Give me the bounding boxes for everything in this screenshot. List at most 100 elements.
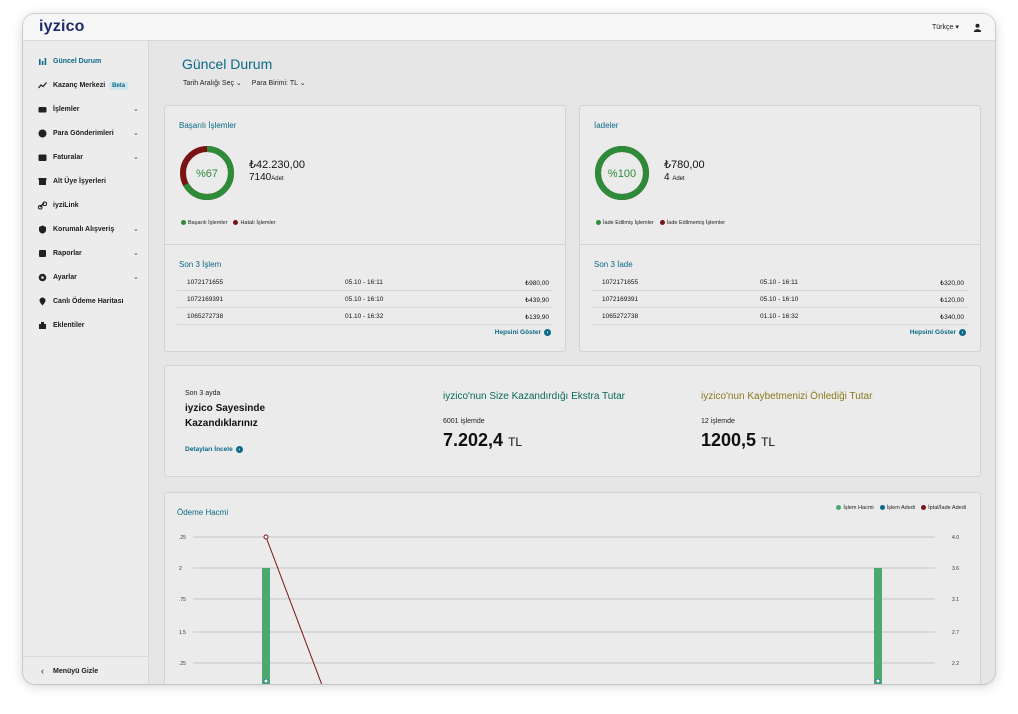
success-donut: %67 <box>180 146 234 200</box>
chevron-down-icon: ⌄ <box>133 250 139 257</box>
filters-row: Tarih Aralığı Seç ⌄ Para Birimi: TL ⌄ <box>183 79 306 87</box>
table-row[interactable]: 1065272738 01.10 - 16:32 ₺139,90 <box>177 308 553 325</box>
refund-date: 01.10 - 16:32 <box>760 313 799 320</box>
legend-item[interactable]: İptal/İade Adedi <box>921 505 966 511</box>
y-right-tick-label: 2.2 <box>952 661 959 667</box>
sidebar-item-label: Güncel Durum <box>53 57 102 65</box>
show-all-label: Hepsini Göster <box>494 329 541 336</box>
hide-menu-button[interactable]: ‹ Menüyü Gizle <box>23 662 149 680</box>
legend-item[interactable]: İşlem Hacmi <box>836 505 874 511</box>
refund-point <box>263 534 269 540</box>
arrow-right-icon: › <box>959 329 966 336</box>
success-card: Başarılı İşlemler %67 ₺42.230,00 7140Ade… <box>164 105 566 352</box>
transaction-date: 05.10 - 16:10 <box>345 296 384 303</box>
shield-icon <box>38 225 47 234</box>
savings-headline-line1: iyzico Sayesinde <box>185 403 266 414</box>
sidebar-item-label: Kazanç Merkezi <box>53 81 106 89</box>
chevron-left-icon: ‹ <box>41 666 44 676</box>
transaction-date: 01.10 - 16:32 <box>345 313 384 320</box>
sidebar-item-iyzilink[interactable]: iyziLink <box>23 196 149 214</box>
refund-row-amount: ₺340,00 <box>939 314 964 321</box>
sidebar-item-korumali-alisveris[interactable]: Korumalı Alışveriş ⌄ <box>23 220 149 238</box>
savings-details-link[interactable]: Detayları İncele › <box>185 446 243 453</box>
top-bar: iyzico Türkçe ▾ <box>23 14 995 41</box>
transaction-date: 05.10 - 16:11 <box>345 279 383 286</box>
legend-dot-icon <box>181 220 186 226</box>
map-pin-icon <box>38 297 47 306</box>
sidebar-item-ayarlar[interactable]: Ayarlar ⌄ <box>23 268 149 286</box>
refund-id: 1072169391 <box>602 296 639 303</box>
legend-label: İade Edilmemiş İşlemler <box>666 220 726 226</box>
legend-item: Hatalı İşlemler <box>233 220 276 226</box>
sidebar-item-para-gonderimleri[interactable]: Para Gönderimleri ⌄ <box>23 124 149 142</box>
sidebar-item-label: Korumalı Alışveriş <box>53 225 115 233</box>
chevron-down-icon: ⌄ <box>235 80 242 87</box>
legend-label: İşlem Hacmi <box>843 505 874 511</box>
legend-dot-icon <box>921 505 927 511</box>
chevron-down-icon: ⌄ <box>299 80 306 87</box>
sidebar-item-label: Ayarlar <box>53 273 77 281</box>
sidebar-item-islemler[interactable]: İşlemler ⌄ <box>23 100 149 118</box>
currency-select[interactable]: Para Birimi: TL ⌄ <box>252 79 306 87</box>
prevented-amount-title: iyzico'nun Kaybetmenizi Önlediği Tutar <box>701 391 873 402</box>
card-icon <box>38 105 47 114</box>
user-icon[interactable] <box>973 23 982 32</box>
refunds-card-title: İadeler <box>594 121 619 130</box>
iyzico-logo[interactable]: iyzico <box>39 18 85 35</box>
legend-item[interactable]: İşlem Adedi <box>879 505 915 511</box>
transaction-id: 1072169391 <box>187 296 224 303</box>
table-row[interactable]: 1065272738 01.10 - 16:32 ₺340,00 <box>592 308 968 325</box>
savings-headline-line2: Kazandıklarınız <box>185 418 258 429</box>
page-title: Güncel Durum <box>182 56 273 72</box>
chevron-down-icon: ⌄ <box>133 154 139 161</box>
sidebar-item-kazanc-merkezi[interactable]: Kazanç Merkezi Beta <box>23 76 149 94</box>
sidebar-item-eklentiler[interactable]: Eklentiler <box>23 316 149 334</box>
table-row[interactable]: 1072171655 05.10 - 16:11 ₺980,00 <box>177 274 553 291</box>
count-point <box>875 678 881 684</box>
hide-menu-label: Menüyü Gizle <box>53 667 99 675</box>
chart-legend: İşlem Hacmi İşlem Adedi İptal/İade Adedi <box>836 505 966 511</box>
refunded-arc <box>595 146 649 200</box>
legend-dot-icon <box>233 220 239 226</box>
show-all-transactions-link[interactable]: Hepsini Göster › <box>495 329 551 336</box>
volume-bar <box>874 568 882 684</box>
show-all-refunds-link[interactable]: Hepsini Göster › <box>910 329 966 336</box>
link-icon <box>38 201 47 210</box>
y-right-tick-label: 3.6 <box>952 566 959 572</box>
language-selector[interactable]: Türkçe ▾ <box>932 24 959 31</box>
last-refunds-title: Son 3 İade <box>594 260 633 269</box>
legend-dot-icon <box>836 505 842 511</box>
transaction-amount: ₺439,90 <box>524 297 549 304</box>
sidebar-item-faturalar[interactable]: Faturalar ⌄ <box>23 148 149 166</box>
puzzle-icon <box>38 321 47 330</box>
sidebar-item-guncel-durum[interactable]: Güncel Durum <box>23 52 149 70</box>
sidebar-item-raporlar[interactable]: Raporlar ⌄ <box>23 244 149 262</box>
table-row[interactable]: 1072169391 05.10 - 16:10 ₺120,00 <box>592 291 968 308</box>
date-range-select[interactable]: Tarih Aralığı Seç ⌄ <box>183 79 242 87</box>
legend-dot-icon <box>596 220 601 226</box>
y-right-tick-label: 2.7 <box>952 630 959 636</box>
table-row[interactable]: 1072169391 05.10 - 16:10 ₺439,90 <box>177 291 553 308</box>
prevented-amount-value: 1200,5 <box>701 430 757 450</box>
legend-label: İptal/İade Adedi <box>928 505 966 511</box>
sidebar-item-alt-uye-isyerleri[interactable]: Alt Üye İşyerleri <box>23 172 149 190</box>
table-row[interactable]: 1072171655 05.10 - 16:11 ₺320,00 <box>592 274 968 291</box>
refund-id: 1065272738 <box>602 313 639 320</box>
sidebar-item-label: Raporlar <box>53 249 82 257</box>
volume-bar <box>262 568 270 684</box>
card-divider <box>580 244 980 245</box>
y-right-tick-label: 4.0 <box>952 535 959 541</box>
refund-legend: İade Edilmiş İşlemler İade Edilmemiş İşl… <box>596 220 725 226</box>
gear-icon <box>38 273 47 282</box>
extra-amount-unit: TL <box>508 435 523 449</box>
refund-date: 05.10 - 16:11 <box>760 279 798 286</box>
transaction-id: 1072171655 <box>187 279 224 286</box>
payment-volume-chart: .25 4.0 2 3.6 .75 3.1 1.5 2.7 .25 2.2 <box>179 534 959 684</box>
extra-amount-value: 7.202,4 <box>443 430 504 450</box>
sidebar-item-canli-odeme-haritasi[interactable]: Canlı Ödeme Haritası <box>23 292 149 310</box>
legend-label: Başarılı İşlemler <box>188 220 228 226</box>
chevron-down-icon: ⌄ <box>133 130 139 137</box>
success-percent: %67 <box>196 168 218 180</box>
refund-donut: %100 <box>595 146 649 200</box>
sidebar-item-label: Faturalar <box>53 153 83 161</box>
